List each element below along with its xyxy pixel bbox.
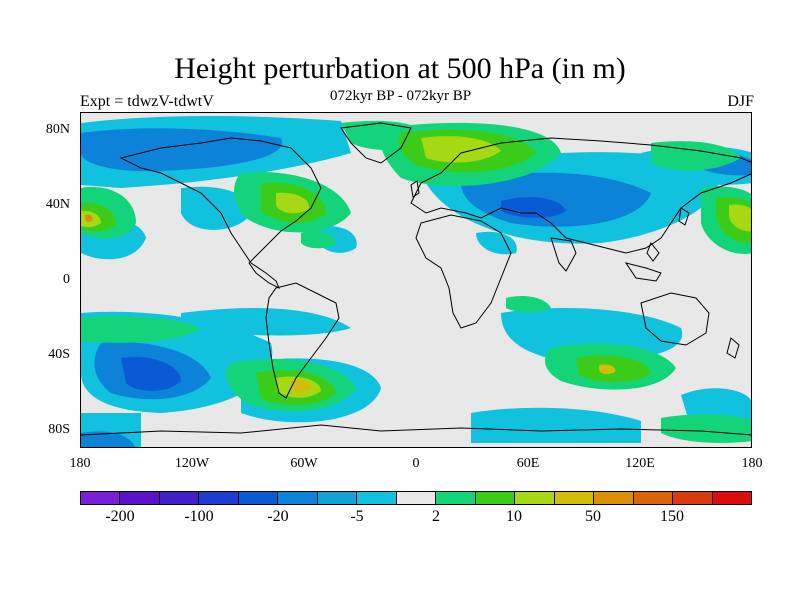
colorbar-box: [673, 492, 713, 504]
colorbar-label: 50: [585, 508, 601, 525]
colorbar-box: [594, 492, 634, 504]
colorbar: [80, 491, 752, 505]
lat-label-80s: 80S: [48, 422, 70, 437]
contour-layer-orange: [85, 214, 93, 222]
contour-layer-yellow: [291, 364, 616, 393]
lat-label-40n: 40N: [45, 197, 70, 212]
colorbar-box: [278, 492, 318, 504]
colorbar-box: [396, 492, 437, 504]
lon-label-180-right: 180: [741, 456, 763, 471]
coastlines: [81, 122, 751, 436]
colorbar-box: [475, 492, 516, 504]
colorbar-label: 10: [506, 508, 522, 525]
lon-label-120w: 120W: [174, 456, 210, 471]
lon-label-180-left: 180: [69, 456, 91, 471]
colorbar-box: [238, 492, 279, 504]
colorbar-label: -100: [184, 508, 214, 525]
contour-layer-dark-blue: [121, 197, 566, 391]
colorbar-box: [633, 492, 674, 504]
plot-subtitle: 072kyr BP - 072kyr BP: [330, 88, 472, 104]
colorbar-box: [515, 492, 555, 504]
lon-label-60e: 60E: [516, 456, 540, 471]
lat-label-0: 0: [63, 272, 70, 287]
colorbar-box: [159, 492, 200, 504]
map-panel: [80, 112, 752, 448]
colorbar-box: [317, 492, 358, 504]
lon-label-0: 0: [412, 456, 420, 471]
colorbar-label: -5: [350, 508, 364, 525]
colorbar-label: -20: [267, 508, 289, 525]
lon-label-60w: 60W: [290, 456, 318, 471]
lon-label-120e: 120E: [625, 456, 655, 471]
colorbar-label: -200: [105, 508, 135, 525]
colorbar-box: [554, 492, 595, 504]
season-label: DJF: [727, 93, 754, 110]
colorbar-box: [199, 492, 239, 504]
plot-title: Height perturbation at 500 hPa (in m): [174, 52, 626, 85]
colorbar-box: [712, 492, 751, 504]
colorbar-label: 2: [432, 508, 440, 525]
colorbar-box: [436, 492, 476, 504]
lat-label-80n: 80N: [45, 122, 70, 137]
experiment-label: Expt = tdwzV-tdwtV: [80, 93, 214, 110]
colorbar-box: [120, 492, 160, 504]
colorbar-label: 150: [660, 508, 684, 525]
map-svg: [81, 113, 751, 447]
colorbar-box: [357, 492, 397, 504]
colorbar-box: [81, 492, 121, 504]
lat-label-40s: 40S: [48, 347, 70, 362]
